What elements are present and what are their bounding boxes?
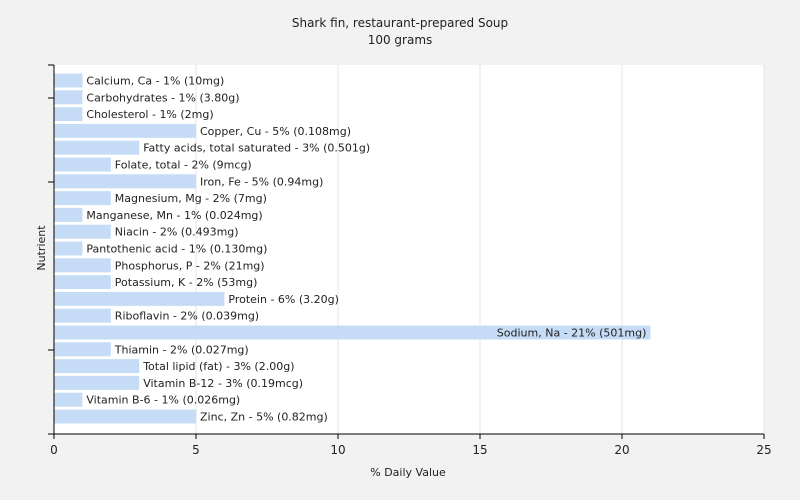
chart-title: Shark fin, restaurant-prepared Soup [292, 16, 508, 30]
bar [54, 123, 196, 138]
bar [54, 258, 111, 273]
bar-label: Pantothenic acid - 1% (0.130mg) [86, 243, 267, 256]
bar [54, 392, 83, 407]
bar-label: Folate, total - 2% (9mcg) [115, 159, 252, 172]
bar [54, 291, 225, 306]
x-tick-label: 5 [192, 443, 200, 457]
bars-group: Calcium, Ca - 1% (10mg) Carbohydrates - 1… [54, 73, 651, 424]
x-tick-label: 15 [472, 443, 487, 457]
bar [54, 375, 140, 390]
bar [54, 107, 83, 122]
bar [54, 207, 83, 222]
x-tick-label: 0 [50, 443, 58, 457]
bar-label: Thiamin - 2% (0.027mg) [114, 343, 249, 356]
bar-label: Protein - 6% (3.20g) [228, 293, 339, 306]
bar [54, 191, 111, 206]
x-axis-label: % Daily Value [370, 466, 446, 479]
bar [54, 224, 111, 239]
bar-label: Niacin - 2% (0.493mg) [115, 226, 239, 239]
bar-label: Sodium, Na - 21% (501mg) [497, 327, 647, 340]
axes-group: 0 5 10 15 20 25 [48, 64, 772, 457]
x-tick-label: 10 [330, 443, 345, 457]
bar [54, 325, 651, 340]
bar [54, 342, 111, 357]
x-tick-label: 25 [756, 443, 771, 457]
bar-label: Vitamin B-6 - 1% (0.026mg) [86, 394, 240, 407]
bar [54, 241, 83, 256]
bar-label: Zinc, Zn - 5% (0.82mg) [200, 411, 328, 424]
bar [54, 90, 83, 105]
bar [54, 275, 111, 290]
bar [54, 140, 140, 155]
bar [54, 174, 196, 189]
bar-label: Cholesterol - 1% (2mg) [86, 108, 213, 121]
bar-label: Vitamin B-12 - 3% (0.19mcg) [143, 377, 303, 390]
bar-label: Carbohydrates - 1% (3.80g) [86, 91, 239, 104]
chart-subtitle: 100 grams [368, 33, 433, 47]
bar-label: Total lipid (fat) - 3% (2.00g) [142, 360, 294, 373]
bar [54, 409, 196, 424]
bar-label: Riboflavin - 2% (0.039mg) [115, 310, 259, 323]
bar [54, 157, 111, 172]
bar-label: Fatty acids, total saturated - 3% (0.501… [143, 142, 370, 155]
bar [54, 308, 111, 323]
bar-label: Calcium, Ca - 1% (10mg) [86, 75, 224, 88]
bar [54, 359, 140, 374]
bar-label: Manganese, Mn - 1% (0.024mg) [86, 209, 262, 222]
bar-label: Iron, Fe - 5% (0.94mg) [200, 175, 323, 188]
bar-label: Phosphorus, P - 2% (21mg) [115, 259, 265, 272]
y-axis-label: Nutrient [35, 225, 48, 271]
x-tick-label: 20 [614, 443, 629, 457]
bar [54, 73, 83, 88]
bar-label: Copper, Cu - 5% (0.108mg) [200, 125, 351, 138]
bar-label: Potassium, K - 2% (53mg) [115, 276, 258, 289]
bar-label: Magnesium, Mg - 2% (7mg) [115, 192, 267, 205]
